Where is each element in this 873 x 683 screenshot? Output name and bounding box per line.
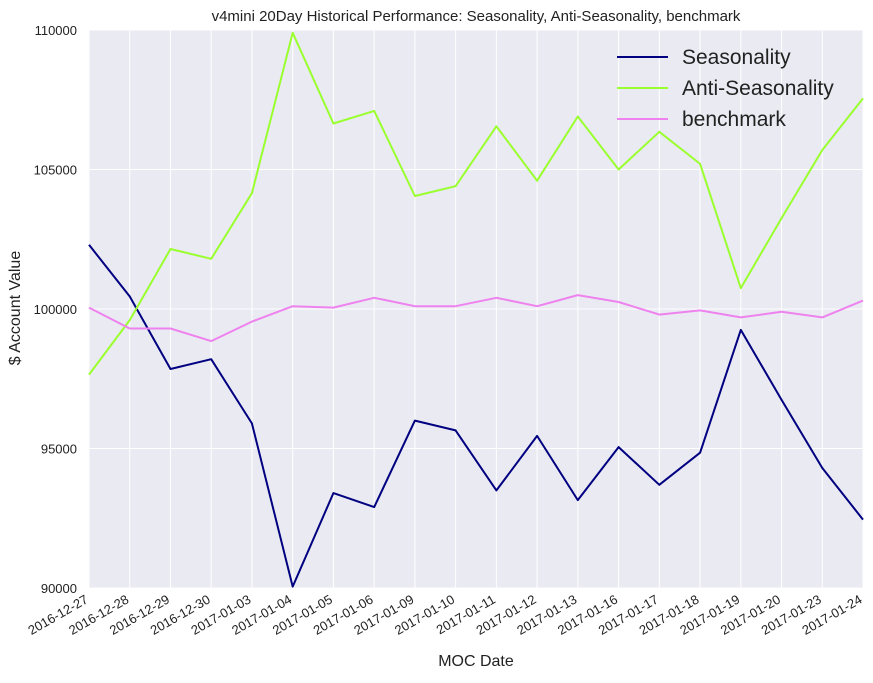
y-tick-label: 100000: [34, 302, 77, 317]
series-line-anti-seasonality: [88, 31, 864, 376]
series-line-benchmark: [88, 294, 864, 343]
x-axis-label: MOC Date: [438, 653, 514, 670]
y-tick-label: 90000: [41, 581, 77, 596]
series-line-seasonality: [88, 244, 864, 588]
legend-label: Seasonality: [682, 46, 791, 69]
y-tick-label: 110000: [35, 23, 77, 38]
chart-title: v4mini 20Day Historical Performance: Sea…: [212, 8, 741, 25]
legend-label: benchmark: [682, 108, 786, 131]
y-tick-label: 105000: [34, 163, 77, 178]
y-axis-label: $ Account Value: [7, 251, 24, 366]
legend-label: Anti-Seasonality: [682, 77, 834, 100]
y-tick-label: 95000: [41, 442, 77, 457]
